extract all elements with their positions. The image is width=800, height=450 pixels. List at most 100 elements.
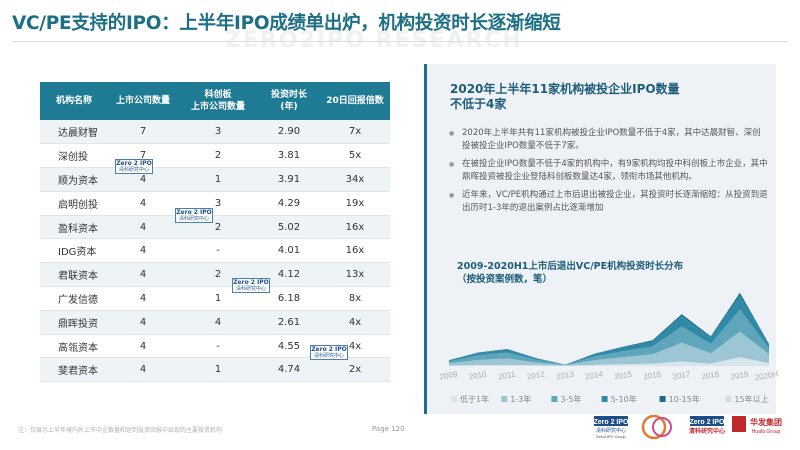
cell-duration: 4.12 [258,262,320,288]
cell-duration: 5.02 [258,215,320,240]
table-row: 顺为资本 4 1 3.91 34x [40,167,390,192]
zero2ipo-stamp: Zero 2 IPO 清科研究中心 [175,208,213,223]
table-row: IDG资本 4-4.01 16x [40,238,390,264]
x-tick-label: 2017 [672,369,692,381]
cell-duration: 4.29 [258,191,320,216]
col-header-ipo-count: 上市公司数量 [115,96,170,106]
huafa-logo-en: Huafa Group [752,429,781,435]
x-tick-label: 2019 [730,369,750,381]
stamp-line1: Zero 2 IPO [233,279,269,286]
page-value: 120 [391,425,405,433]
cell-return: 34x [320,167,390,192]
cell-duration: 3.91 [258,167,320,192]
bullet-list: 2020年上半年共有11家机构被投企业IPO数量不低于4家，其中达晨财智、深创投… [449,127,769,220]
legend-swatch [601,396,608,402]
stamp-line1: Zero 2 IPO [116,160,152,167]
cell-institution: 高瓴资本 [40,334,108,359]
bullet-item: 在被投企业IPO数量不低于4家的机构中，有9家机构均投中科创板上市企业，其中鼎晖… [449,158,769,184]
table-row: 斐君资本 4 1 4.74 2x [40,357,390,383]
x-tick-label: 2014 [584,369,604,381]
legend-label: 3-5年 [560,394,581,404]
chart-subtitle: （按投资案例数，笔） [457,274,553,285]
anniversary-20-logo [641,414,672,440]
legend-label: 15年以上 [734,394,768,404]
huafa-logo-text: 华发集团 [750,417,782,427]
zero2ipo-logo-text: Zero 2 IPO [593,419,629,426]
ipo-table: 机构名称 上市公司数量 科创板 上市公司数量 投资时长 (年) 20日回报倍数 达晨… [40,82,390,383]
area-series-0 [449,357,769,366]
cell-institution: 顺为资本 [40,167,108,192]
panel-title-line2: 不低于4家 [450,97,507,111]
legend-label: 10-15年 [669,394,700,404]
area-series-2 [449,309,769,366]
cell-institution: 斐君资本 [40,357,108,383]
cell-return: 4x [320,310,390,335]
legend-swatch [725,396,732,402]
area-series-4 [449,292,769,365]
cell-ipo-count: 4 [108,310,178,335]
zero2ipo-stamp: Zero 2 IPO 清科研究中心 [232,278,270,293]
cell-star-count: 4 [178,310,258,335]
legend-swatch [551,396,558,402]
panel-title: 2020年上半年11家机构被投企业IPO数量 不低于4家 [450,82,730,112]
cell-return: 5x [320,143,390,169]
legend-label: 低于1年 [460,394,489,404]
zero2ipo-stamp: Zero 2 IPO 清科研究中心 [310,345,348,360]
panel-title-line1: 2020年上半年11家机构被投企业IPO数量 [450,82,680,96]
cell-return: 13x [320,262,390,288]
chart-title: 2009-2020H1上市后退出VC/PE机构投资时长分布 （按投资案例数，笔） [457,260,737,286]
x-tick-label: 2015 [614,369,634,381]
cell-return: 7x [320,120,390,145]
cell-star-count: 1 [178,357,258,383]
x-tick-label: 2011 [497,370,516,382]
col-header-star-count: 科创板 上市公司数量 [190,90,245,112]
page-number: Page 120 [372,425,405,433]
cell-star-count: 2 [178,143,258,169]
table-row: 广发信德 4 1 6.18 8x [40,286,390,311]
cell-institution: 广发信德 [40,286,108,311]
footnote: 注：仅展示上半年境内外上市中企数量和达到投资回报中出现的主要投资机构 [18,427,223,434]
bullet-item: 近年来，VC/PE机构通过上市后退出被投企业，其投资时长逐渐缩短：从投资到退出历… [449,189,769,215]
stamp-line1: Zero 2 IPO [176,209,212,216]
cell-duration: 2.61 [258,310,320,335]
area-series-1 [449,331,769,366]
cell-institution: 达晨财智 [40,120,108,145]
legend-swatch [501,396,508,402]
x-tick-label: 2018 [701,369,721,381]
table-row: 启明创投 4 3 4.29 19x [40,191,390,216]
cell-star-count: - [178,334,258,359]
x-tick-label: 2013 [555,369,575,381]
cell-institution: 深创投 [40,143,108,169]
zero2ipo-group-text: Zero2IPO Group [596,434,626,439]
col-header-institution: 机构名称 [55,96,92,106]
legend-swatch [451,396,457,402]
table-row: 深创投 7 2 3.81 5x [40,143,390,169]
chart-title-line1: 2009-2020H1上市后退出VC/PE机构投资时长分布 [457,261,684,272]
stamp-line2: 清科研究中心 [235,286,266,292]
x-tick-label: 2016 [643,369,663,381]
summary-panel: 2020年上半年11家机构被投企业IPO数量 不低于4家 2020年上半年共有1… [424,64,779,414]
cell-ipo-count: 4 [108,334,178,359]
cell-return: 2x [320,357,390,383]
col-header-return: 20日回报倍数 [326,96,384,106]
watermark: ZERO2IPO RESEARCH [225,28,523,53]
cell-duration: 4.55 [258,334,320,359]
cell-ipo-count: 7 [108,120,178,145]
cell-ipo-count: 4 [108,357,178,383]
cell-ipo-count: 4 [108,286,178,311]
cell-return: 16x [320,215,390,240]
cell-duration: 2.90 [258,120,320,145]
cell-duration: 4.74 [258,357,320,383]
cell-star-count: 3 [178,120,258,145]
table-row: 高瓴资本 4-4.55 4x [40,334,390,359]
logo-bar: Zero 2 IPO 清科研究中心 Zero2IPO Group Zero 2 … [593,414,782,440]
table-row: 盈科资本 4 2 5.02 16x [40,215,390,240]
cell-return: 8x [320,286,390,311]
stamp-line1: Zero 2 IPO [311,346,347,353]
table-row: 鼎晖投资 4 4 2.61 4x [40,310,390,335]
area-series-5 [449,292,769,365]
zero2ipo-logo-cn: 清科研究中心 [596,427,626,434]
cell-institution: IDG资本 [40,238,108,264]
cell-ipo-count: 4 [108,215,178,240]
zero2ipo-stamp: Zero 2 IPO 清科研究中心 [115,159,153,174]
